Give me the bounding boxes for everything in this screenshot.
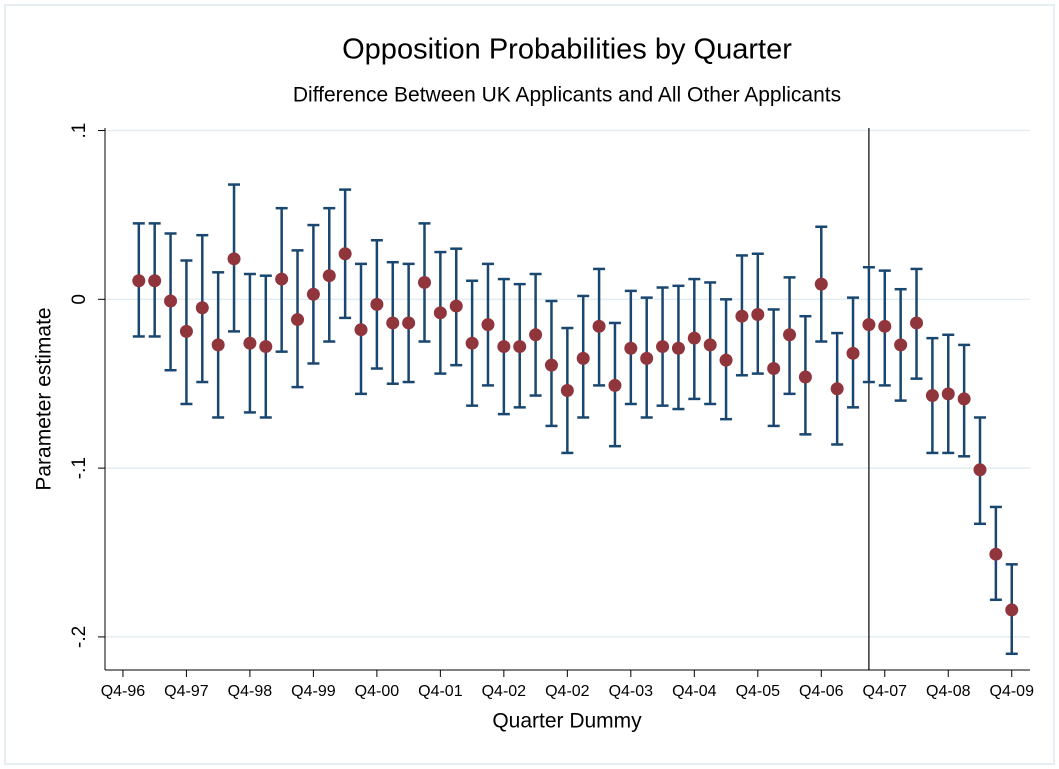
point <box>1005 603 1019 617</box>
point <box>402 316 416 330</box>
point <box>227 252 241 266</box>
point <box>640 351 654 365</box>
x-tick-label: Q4-02 <box>545 683 590 700</box>
y-axis-label: Parameter estimate <box>33 307 56 490</box>
point <box>275 272 289 286</box>
point <box>513 340 527 354</box>
point <box>878 319 892 333</box>
x-tick-label: Q4-99 <box>291 683 336 700</box>
chart-subtitle: Difference Between UK Applicants and All… <box>293 84 841 107</box>
point <box>433 306 447 320</box>
point <box>132 274 146 288</box>
y-tick-label: -.2 <box>69 626 90 648</box>
point <box>164 294 178 308</box>
point <box>973 463 987 477</box>
point <box>624 341 638 355</box>
point <box>386 316 400 330</box>
x-tick-label: Q4-04 <box>672 683 717 700</box>
point <box>195 301 209 315</box>
point <box>338 247 352 261</box>
frame <box>4 4 1055 765</box>
point <box>243 336 257 350</box>
point <box>560 383 574 397</box>
chart-title: Opposition Probabilities by Quarter <box>342 34 792 66</box>
y-tick-label: 0 <box>69 294 90 305</box>
x-tick-label: Q4-02 <box>482 683 527 700</box>
point <box>671 341 685 355</box>
point <box>497 340 511 354</box>
x-tick-label: Q4-06 <box>799 683 844 700</box>
x-tick-label: Q4-00 <box>355 683 400 700</box>
point <box>481 318 495 332</box>
x-tick-label: Q4-03 <box>609 683 654 700</box>
point <box>417 275 431 289</box>
point <box>608 378 622 392</box>
point <box>656 340 670 354</box>
point <box>179 324 193 338</box>
point <box>862 318 876 332</box>
point <box>322 269 336 283</box>
y-tick-label: -.1 <box>69 457 90 479</box>
point <box>291 313 305 327</box>
point <box>783 328 797 342</box>
point <box>703 338 717 352</box>
point <box>925 389 939 403</box>
x-tick-label: Q4-09 <box>990 683 1035 700</box>
point <box>211 338 225 352</box>
point <box>370 297 384 311</box>
point <box>719 353 733 367</box>
x-tick-label: Q4-07 <box>863 683 908 700</box>
point <box>957 392 971 406</box>
point <box>814 277 828 291</box>
point <box>259 340 273 354</box>
x-tick-label: Q4-05 <box>736 683 781 700</box>
point <box>687 331 701 345</box>
point <box>751 308 765 322</box>
point <box>576 351 590 365</box>
point <box>148 274 162 288</box>
point <box>798 370 812 384</box>
x-tick-label: Q4-97 <box>164 683 209 700</box>
x-axis-label: Quarter Dummy <box>492 710 642 733</box>
point <box>941 387 955 401</box>
point <box>354 323 368 337</box>
point <box>306 287 320 301</box>
point <box>830 382 844 396</box>
point <box>767 362 781 376</box>
x-tick-label: Q4-98 <box>228 683 273 700</box>
point <box>846 346 860 360</box>
y-tick-label: .1 <box>69 123 90 139</box>
point <box>735 309 749 323</box>
point <box>894 338 908 352</box>
x-tick-label: Q4-01 <box>418 683 463 700</box>
point <box>449 299 463 313</box>
point <box>529 328 543 342</box>
point <box>592 319 606 333</box>
point <box>544 358 558 372</box>
x-tick-label: Q4-08 <box>926 683 971 700</box>
point <box>989 547 1003 561</box>
point <box>465 336 479 350</box>
point <box>910 316 924 330</box>
x-tick-label: Q4-96 <box>101 683 146 700</box>
